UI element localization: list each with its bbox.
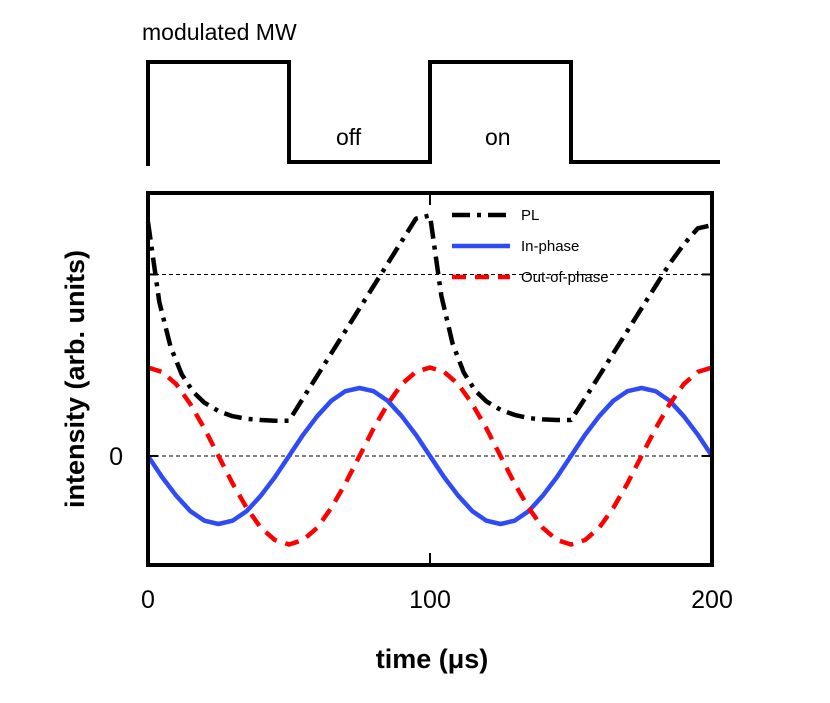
x-tick-label: 200 <box>691 586 733 614</box>
modulation-waveform <box>146 60 720 166</box>
legend-label: PL <box>521 207 539 224</box>
x-tick-label: 0 <box>141 586 155 614</box>
series-line-pl <box>145 213 713 423</box>
ticks-layer: 0 100 200 0 <box>109 193 733 614</box>
plot-frame <box>146 191 714 567</box>
modulation-title: modulated MW <box>142 19 297 45</box>
x-axis-title: time (μs) <box>376 644 489 674</box>
y-tick-label: 0 <box>109 443 123 471</box>
reference-lines <box>148 273 712 457</box>
series-line-in-phase <box>146 385 714 527</box>
legend-label: Out-of-phase <box>521 269 609 286</box>
legend: PL In-phase Out-of-phase <box>452 207 609 286</box>
series-line-out-of-phase <box>147 365 713 547</box>
y-axis-title: intensity (arb. units) <box>60 250 90 508</box>
series-layer <box>145 213 714 547</box>
modulation-panel: modulated MW off on <box>142 19 720 166</box>
legend-label: In-phase <box>521 238 579 255</box>
modulation-off-label: off <box>336 124 362 150</box>
x-tick-label: 100 <box>409 586 451 614</box>
plot: 0 100 200 0 PL In-phase Out-of-phase time (μs… <box>60 191 733 674</box>
modulation-on-label: on <box>485 124 511 150</box>
